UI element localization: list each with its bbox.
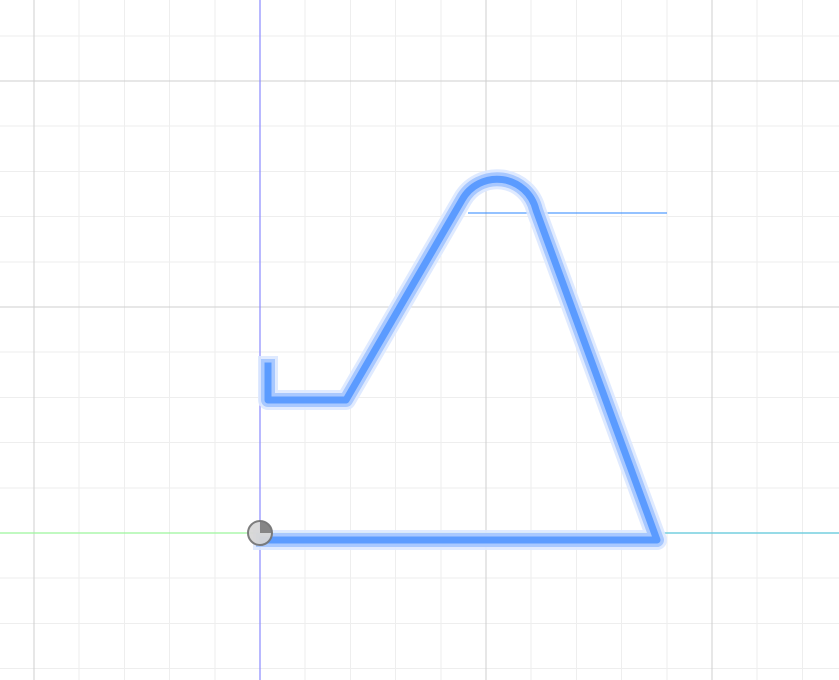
origin-point-icon[interactable]: [247, 520, 273, 546]
sketch-profile[interactable]: [253, 169, 667, 550]
profile-stroke[interactable]: [259, 175, 661, 544]
origin-half: [260, 521, 272, 533]
